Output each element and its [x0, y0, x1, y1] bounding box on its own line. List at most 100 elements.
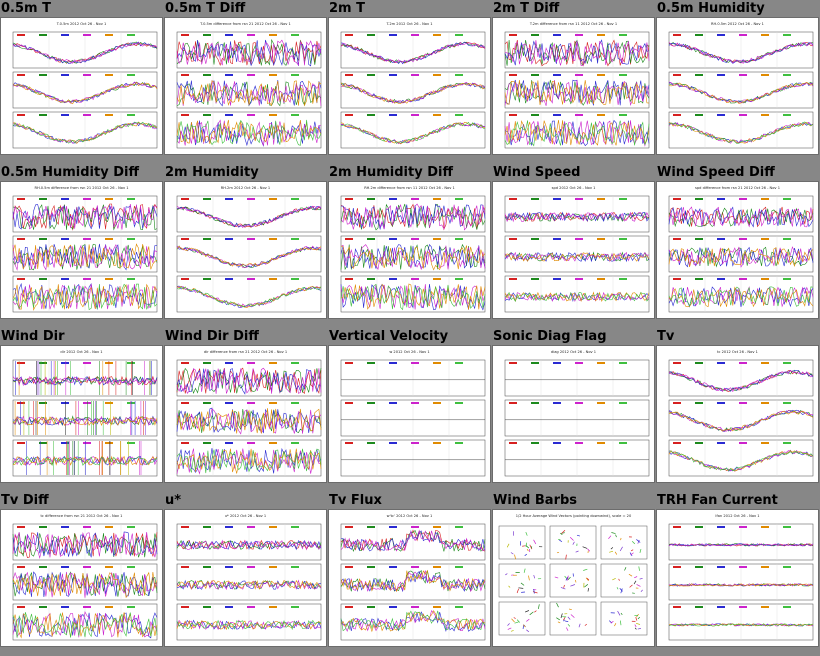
plot-image: 1/2 Hour Average Wind Vectors (pointing … [498, 514, 648, 636]
plot-thumbnail[interactable]: T.0.5m difference from rsn 21 2012 Oct 2… [165, 18, 326, 154]
plot-image: tc difference from rsn 21 2012 Oct 26 - … [12, 514, 158, 641]
plot-thumbnail[interactable]: T.2m difference from rsn 11 2012 Oct 26 … [493, 18, 654, 154]
plot-header: w'tc' 2012 Oct 26 - Nov 1 [387, 514, 433, 518]
plot-image: dir 2012 Oct 26 - Nov 1 [12, 350, 158, 477]
panel-wind-dir: Wind Dir dir 2012 Oct 26 - Nov 1 [1, 328, 162, 482]
plot-image: w'tc' 2012 Oct 26 - Nov 1 [340, 514, 486, 641]
plot-image: RH.2m difference from rsn 11 2012 Oct 26… [340, 186, 486, 313]
plot-thumbnail[interactable]: RH.0.5m 2012 Oct 26 - Nov 1 [657, 18, 818, 154]
plot-header: dir difference from rsn 21 2012 Oct 26 -… [204, 350, 287, 354]
plot-header: RH.0.5m 2012 Oct 26 - Nov 1 [711, 22, 764, 26]
panel-title: 0.5m Humidity Diff [1, 165, 139, 180]
plot-image: T.2m 2012 Oct 26 - Nov 1 [340, 22, 486, 149]
plot-image: RH.2m 2012 Oct 26 - Nov 1 [176, 186, 322, 313]
panel-2m-t-diff: 2m T Diff T.2m difference from rsn 11 201… [493, 0, 654, 154]
panel-title: Wind Dir Diff [165, 329, 259, 344]
plot-header: Ifan 2012 Oct 26 - Nov 1 [715, 514, 759, 518]
plot-image: tc 2012 Oct 26 - Nov 1 [668, 350, 814, 477]
panel-wind-speed: Wind Speed spd 2012 Oct 26 - Nov 1 [493, 164, 654, 318]
panel-title: 2m Humidity [165, 165, 259, 180]
panel-title: 0.5m T [1, 1, 51, 16]
panel-2m-humidity-diff: 2m Humidity Diff RH.2m difference from rs… [329, 164, 490, 318]
plot-header: tc 2012 Oct 26 - Nov 1 [717, 350, 758, 354]
plot-header: RH.2m difference from rsn 11 2012 Oct 26… [364, 186, 455, 190]
panel-title: 2m T [329, 1, 365, 16]
plot-thumbnail[interactable]: dir difference from rsn 21 2012 Oct 26 -… [165, 346, 326, 482]
plot-image: T.2m difference from rsn 11 2012 Oct 26 … [504, 22, 650, 149]
panel-0-5m-t-diff: 0.5m T Diff T.0.5m difference from rsn 21… [165, 0, 326, 154]
panel-0-5m-humidity-diff: 0.5m Humidity Diff RH.0.5m difference fro… [1, 164, 162, 318]
plot-header: 1/2 Hour Average Wind Vectors (pointing … [516, 514, 632, 518]
panel-title: Tv Diff [1, 493, 49, 508]
panel-title: Wind Speed Diff [657, 165, 775, 180]
plot-thumbnail[interactable]: T.0.5m 2012 Oct 26 - Nov 1 [1, 18, 162, 154]
plot-header: RH.2m 2012 Oct 26 - Nov 1 [221, 186, 270, 190]
panel-title: 2m Humidity Diff [329, 165, 454, 180]
plot-thumbnail[interactable]: spd 2012 Oct 26 - Nov 1 [493, 182, 654, 318]
plot-image: Ifan 2012 Oct 26 - Nov 1 [668, 514, 814, 641]
plot-thumbnail[interactable]: w 2012 Oct 26 - Nov 1 [329, 346, 490, 482]
plot-image: spd difference from rsn 21 2012 Oct 26 -… [668, 186, 814, 313]
plot-thumbnail[interactable]: dir 2012 Oct 26 - Nov 1 [1, 346, 162, 482]
plot-image: u* 2012 Oct 26 - Nov 1 [176, 514, 322, 641]
panel-0-5m-t: 0.5m T T.0.5m 2012 Oct 26 - Nov 1 [1, 0, 162, 154]
panel-title: Vertical Velocity [329, 329, 449, 344]
plot-header: T.2m 2012 Oct 26 - Nov 1 [385, 22, 432, 26]
plot-thumbnail[interactable]: RH.0.5m difference from rsn 21 2012 Oct … [1, 182, 162, 318]
plot-image: dir difference from rsn 21 2012 Oct 26 -… [176, 350, 322, 477]
plot-header: RH.0.5m difference from rsn 21 2012 Oct … [34, 186, 128, 190]
panel-title: Tv Flux [329, 493, 382, 508]
plot-thumbnail[interactable]: diag 2012 Oct 26 - Nov 1 [493, 346, 654, 482]
plot-thumbnail[interactable]: RH.2m 2012 Oct 26 - Nov 1 [165, 182, 326, 318]
plot-thumbnail[interactable]: 1/2 Hour Average Wind Vectors (pointing … [493, 510, 654, 646]
panel-title: Wind Speed [493, 165, 581, 180]
plot-header: T.2m difference from rsn 11 2012 Oct 26 … [529, 22, 617, 26]
panel-title: 0.5m Humidity [657, 1, 765, 16]
panel-vertical-velocity: Vertical Velocity w 2012 Oct 26 - Nov 1 [329, 328, 490, 482]
plot-image: spd 2012 Oct 26 - Nov 1 [504, 186, 650, 313]
plot-header: tc difference from rsn 21 2012 Oct 26 - … [41, 514, 123, 518]
panel-wind-speed-diff: Wind Speed Diff spd difference from rsn 2… [657, 164, 818, 318]
plot-image: diag 2012 Oct 26 - Nov 1 [504, 350, 650, 477]
plot-header: diag 2012 Oct 26 - Nov 1 [551, 350, 596, 354]
plot-image: RH.0.5m 2012 Oct 26 - Nov 1 [668, 22, 814, 149]
panel-2m-humidity: 2m Humidity RH.2m 2012 Oct 26 - Nov 1 [165, 164, 326, 318]
plot-header: spd 2012 Oct 26 - Nov 1 [552, 186, 596, 190]
panel-trh-fan-current: TRH Fan Current Ifan 2012 Oct 26 - Nov 1 [657, 492, 818, 646]
panel-title: Wind Dir [1, 329, 65, 344]
plot-header: w 2012 Oct 26 - Nov 1 [389, 350, 429, 354]
plot-header: dir 2012 Oct 26 - Nov 1 [60, 350, 102, 354]
panel-title: 0.5m T Diff [165, 1, 246, 16]
plot-thumbnail[interactable]: T.2m 2012 Oct 26 - Nov 1 [329, 18, 490, 154]
panel-tv: Tv tc 2012 Oct 26 - Nov 1 [657, 328, 818, 482]
plot-image: T.0.5m 2012 Oct 26 - Nov 1 [12, 22, 158, 149]
panel-title: Sonic Diag Flag [493, 329, 607, 344]
panel-title: TRH Fan Current [657, 493, 778, 508]
panel-title: Wind Barbs [493, 493, 578, 508]
plot-thumbnail[interactable]: tc difference from rsn 21 2012 Oct 26 - … [1, 510, 162, 646]
panel-title: u* [165, 493, 182, 508]
panel-wind-barbs: Wind Barbs 1/2 Hour Average Wind Vectors … [493, 492, 654, 646]
plot-image: T.0.5m difference from rsn 21 2012 Oct 2… [176, 22, 322, 149]
panel-2m-t: 2m T T.2m 2012 Oct 26 - Nov 1 [329, 0, 490, 154]
plot-image: RH.0.5m difference from rsn 21 2012 Oct … [12, 186, 158, 313]
plot-header: T.0.5m difference from rsn 21 2012 Oct 2… [199, 22, 291, 26]
panel-title: 2m T Diff [493, 1, 560, 16]
plot-header: spd difference from rsn 21 2012 Oct 26 -… [695, 186, 780, 190]
plot-header: T.0.5m 2012 Oct 26 - Nov 1 [56, 22, 107, 26]
panel-title: Tv [657, 329, 675, 344]
panel-u: u* u* 2012 Oct 26 - Nov 1 [165, 492, 326, 646]
plot-thumbnail[interactable]: u* 2012 Oct 26 - Nov 1 [165, 510, 326, 646]
panel-0-5m-humidity: 0.5m Humidity RH.0.5m 2012 Oct 26 - Nov 1 [657, 0, 818, 154]
plot-thumbnail[interactable]: spd difference from rsn 21 2012 Oct 26 -… [657, 182, 818, 318]
panel-wind-dir-diff: Wind Dir Diff dir difference from rsn 21 … [165, 328, 326, 482]
plot-thumbnail[interactable]: w'tc' 2012 Oct 26 - Nov 1 [329, 510, 490, 646]
plot-header: u* 2012 Oct 26 - Nov 1 [225, 514, 266, 518]
plot-thumbnail[interactable]: tc 2012 Oct 26 - Nov 1 [657, 346, 818, 482]
panel-sonic-diag-flag: Sonic Diag Flag diag 2012 Oct 26 - Nov 1 [493, 328, 654, 482]
plot-thumbnail[interactable]: Ifan 2012 Oct 26 - Nov 1 [657, 510, 818, 646]
panel-tv-flux: Tv Flux w'tc' 2012 Oct 26 - Nov 1 [329, 492, 490, 646]
panel-tv-diff: Tv Diff tc difference from rsn 21 2012 Oc… [1, 492, 162, 646]
plot-thumbnail[interactable]: RH.2m difference from rsn 11 2012 Oct 26… [329, 182, 490, 318]
